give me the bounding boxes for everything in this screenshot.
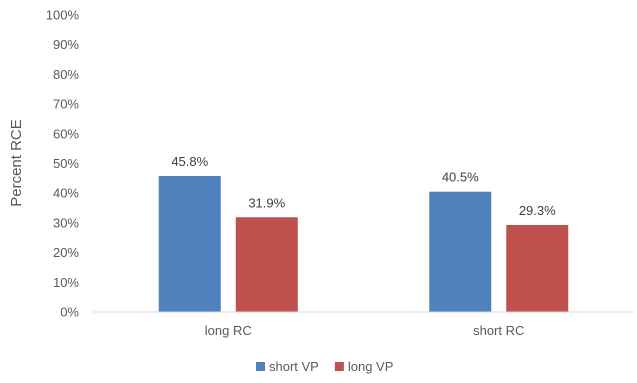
bar-long-vp-short-rc — [506, 224, 569, 312]
y-tick-label: 50% — [53, 156, 79, 171]
y-tick-label: 30% — [53, 215, 79, 230]
legend: short VP long VP — [256, 359, 393, 374]
legend-swatch — [256, 362, 265, 371]
bar-short-vp-short-rc — [429, 191, 492, 312]
x-tick-label: short RC — [473, 323, 524, 338]
bar-long-vp-long-rc — [235, 217, 298, 312]
x-axis-ticks: long RC short RC — [205, 323, 525, 338]
legend-label: short VP — [269, 359, 319, 374]
bar-short-vp-long-rc — [158, 175, 221, 312]
y-tick-label: 40% — [53, 186, 79, 201]
y-tick-label: 60% — [53, 126, 79, 141]
y-tick-label: 10% — [53, 275, 79, 290]
data-label: 31.9% — [248, 195, 285, 210]
y-tick-label: 100% — [46, 8, 80, 23]
data-label: 29.3% — [519, 203, 556, 218]
y-axis-label: Percent RCE — [8, 119, 25, 207]
y-tick-label: 80% — [53, 67, 79, 82]
y-axis-ticks: 0% 10% 20% 30% 40% 50% 60% 70% 80% 90% 100% — [46, 8, 80, 320]
data-label: 40.5% — [442, 170, 479, 185]
bars: 45.8% 31.9% 40.5% 29.3% — [158, 154, 569, 312]
y-tick-label: 70% — [53, 97, 79, 112]
y-tick-label: 20% — [53, 245, 79, 260]
legend-label: long VP — [348, 359, 394, 374]
y-tick-label: 0% — [60, 305, 79, 320]
y-tick-label: 90% — [53, 37, 79, 52]
x-tick-label: long RC — [205, 323, 252, 338]
legend-swatch — [334, 362, 344, 371]
data-label: 45.8% — [171, 154, 208, 169]
